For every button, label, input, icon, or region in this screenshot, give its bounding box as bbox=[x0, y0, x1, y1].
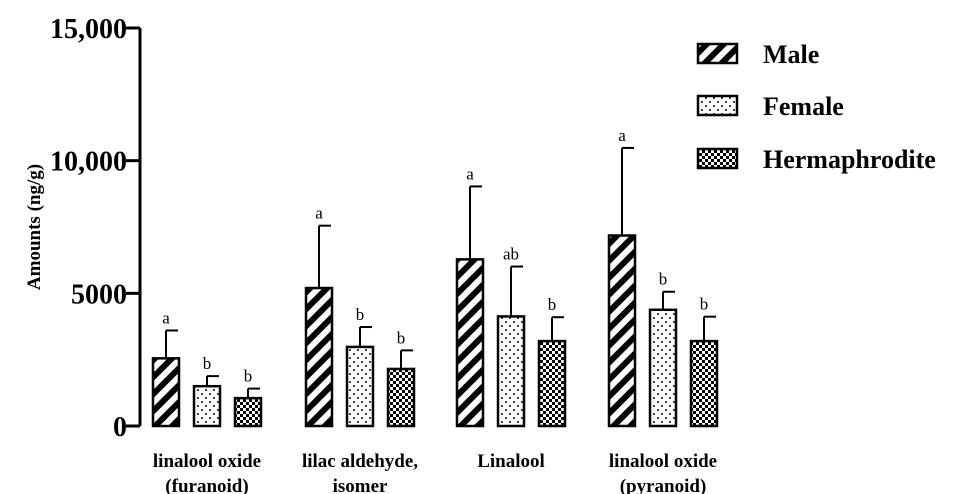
bar-hermaphrodite bbox=[689, 339, 719, 428]
bar-hermaphrodite bbox=[537, 339, 567, 428]
category-label: Linalool bbox=[477, 451, 545, 472]
legend-label: Male bbox=[763, 40, 819, 69]
significance-letter: a bbox=[466, 164, 474, 183]
significance-letter: a bbox=[618, 126, 626, 145]
significance-letter: b bbox=[356, 305, 365, 324]
y-axis-title: Amounts (ng/g) bbox=[24, 164, 45, 290]
legend-label: Hermaphrodite bbox=[763, 145, 936, 174]
significance-letter: b bbox=[203, 354, 212, 373]
category-label: isomer bbox=[333, 476, 388, 494]
significance-letter: ab bbox=[503, 245, 519, 264]
bar-female bbox=[648, 308, 678, 428]
legend-swatch-female bbox=[696, 94, 739, 117]
bar-hermaphrodite bbox=[233, 396, 263, 428]
significance-letter: b bbox=[244, 367, 253, 386]
significance-letter: a bbox=[162, 308, 170, 327]
legend-swatch-hermaphrodite bbox=[696, 147, 739, 170]
category-label: linalool oxide bbox=[153, 451, 261, 472]
category-labels: linalool oxide (furanoid) lilac aldehyde, i… bbox=[153, 451, 717, 494]
bar-female bbox=[496, 315, 526, 428]
bar-male bbox=[455, 258, 485, 428]
y-tick-label: 10,000 bbox=[50, 147, 127, 178]
bar-male bbox=[607, 234, 637, 428]
category-label: (pyranoid) bbox=[620, 476, 707, 494]
y-tick-label: 0 bbox=[113, 412, 127, 443]
legend-label: Female bbox=[763, 92, 844, 121]
category-label: (furanoid) bbox=[165, 476, 248, 494]
y-tick-label: 15,000 bbox=[50, 14, 127, 45]
bar-female bbox=[192, 384, 222, 428]
bar-hermaphrodite bbox=[386, 367, 416, 428]
bar-male bbox=[304, 286, 334, 428]
legend: Male Female Hermaphrodite bbox=[696, 40, 936, 174]
legend-swatch-male bbox=[696, 42, 739, 65]
significance-letter: b bbox=[548, 295, 557, 314]
significance-letter: b bbox=[700, 295, 709, 314]
y-ticks: 0 5000 10,000 15,000 bbox=[50, 14, 140, 443]
significance-letter: b bbox=[659, 270, 668, 289]
category-label: lilac aldehyde, bbox=[302, 451, 418, 472]
significance-letter: a bbox=[315, 204, 323, 223]
y-tick-label: 5000 bbox=[71, 279, 127, 310]
bar-male bbox=[151, 357, 181, 428]
category-label: linalool oxide bbox=[609, 451, 717, 472]
significance-letter: b bbox=[397, 328, 406, 347]
bar-female bbox=[345, 345, 375, 428]
